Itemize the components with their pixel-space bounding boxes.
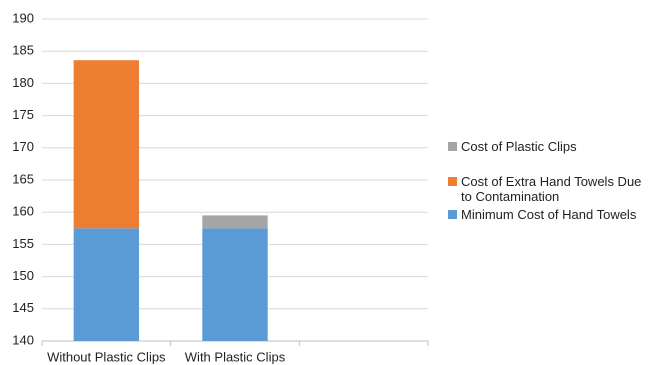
legend-swatch	[448, 142, 457, 151]
bar-segment	[73, 228, 140, 341]
y-tick-label: 175	[12, 107, 34, 122]
legend-label: Minimum Cost of Hand Towels	[461, 207, 637, 222]
y-tick-label: 160	[12, 204, 34, 219]
y-tick-label: 180	[12, 75, 34, 90]
y-tick-label: 155	[12, 236, 34, 251]
y-tick-label: 165	[12, 171, 34, 186]
x-tick-label: With Plastic Clips	[185, 349, 286, 364]
legend-label: Cost of Plastic Clips	[461, 139, 577, 154]
x-tick-label: Without Plastic Clips	[47, 349, 166, 364]
legend-swatch	[448, 177, 457, 186]
y-tick-label: 185	[12, 43, 34, 58]
y-tick-label: 170	[12, 139, 34, 154]
legend-item: Minimum Cost of Hand Towels	[448, 207, 648, 222]
y-tick-label: 190	[12, 10, 34, 25]
legend-item: Cost of Plastic Clips	[448, 139, 648, 154]
legend-swatch	[448, 210, 457, 219]
legend-item: Cost of Extra Hand Towels Due to Contami…	[448, 174, 648, 204]
y-tick-label: 140	[12, 332, 34, 347]
bar-segment	[73, 60, 140, 229]
bar-segment	[202, 228, 268, 341]
y-tick-label: 150	[12, 268, 34, 283]
bar-segment	[202, 215, 268, 229]
legend-label: Cost of Extra Hand Towels Due to Contami…	[461, 174, 642, 204]
y-tick-label: 145	[12, 300, 34, 315]
